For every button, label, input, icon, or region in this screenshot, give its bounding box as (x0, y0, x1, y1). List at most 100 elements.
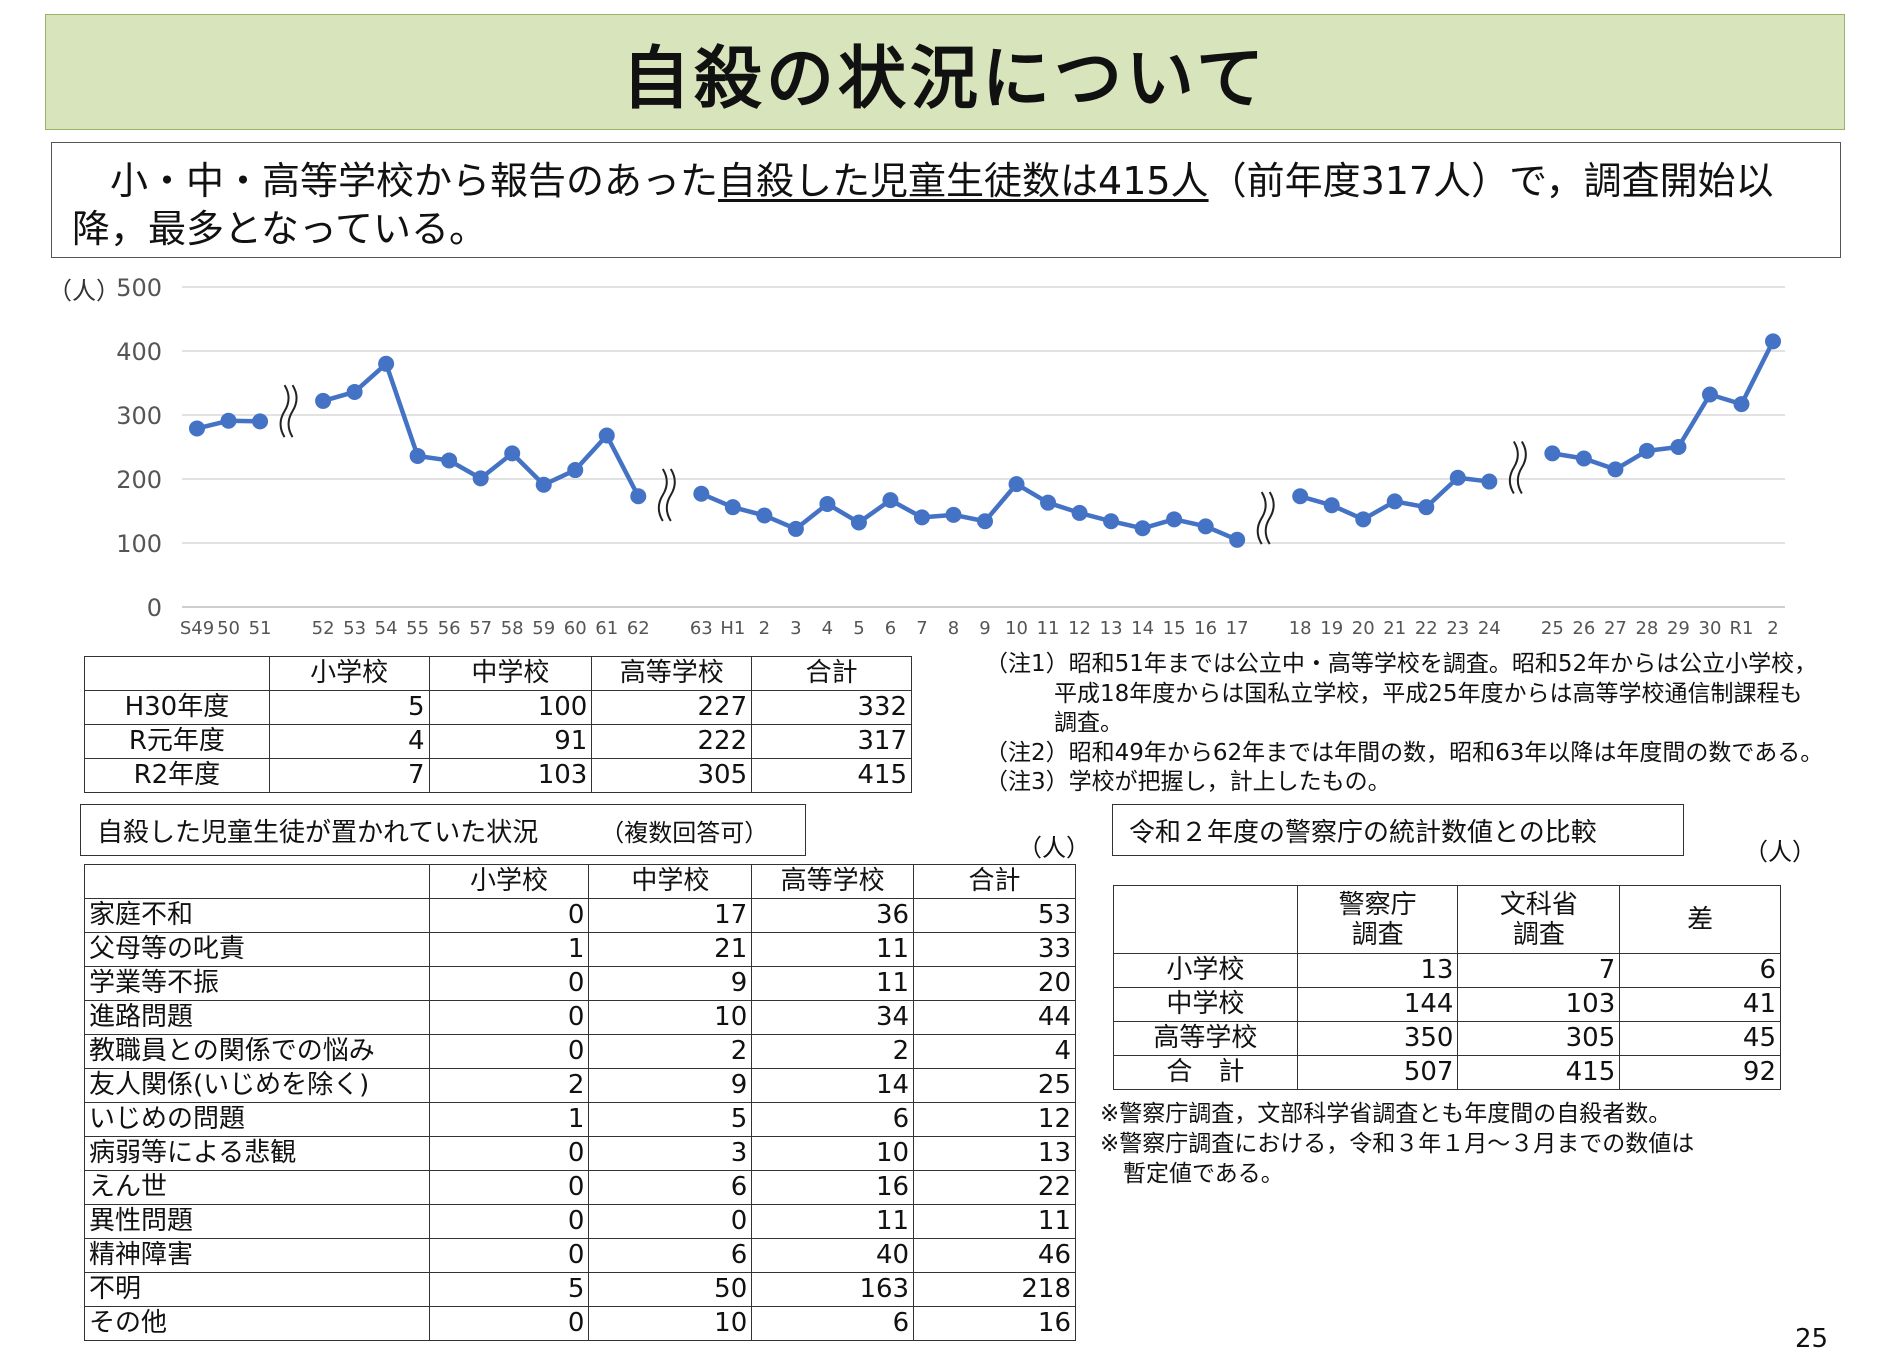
x-tick-label: 55 (406, 618, 429, 639)
table-row: H30年度 5 100 227 332 (84, 690, 912, 725)
table-header-row: 小学校 中学校 高等学校 合計 (84, 656, 912, 691)
data-point (315, 392, 332, 409)
x-tick-label: 27 (1604, 618, 1627, 639)
cell-value: 415 (1457, 1055, 1621, 1090)
table-row: いじめの問題 1 5 6 12 (84, 1102, 1076, 1137)
data-point (945, 506, 962, 523)
cell-value: 21 (588, 932, 753, 967)
data-point (189, 420, 205, 437)
cell-value: 100 (428, 690, 593, 725)
cell-value: 415 (751, 758, 912, 793)
data-point (1197, 518, 1214, 535)
cell-value: 2 (588, 1034, 753, 1069)
cell-value: 11 (751, 966, 915, 1001)
row-label: 高等学校 (1113, 1021, 1298, 1056)
cell-value: 350 (1296, 1021, 1459, 1056)
table-row: 学業等不振 0 9 11 20 (84, 966, 1076, 1001)
data-point (346, 383, 363, 400)
cell-value: 40 (751, 1238, 915, 1273)
x-tick-label: 2 (1767, 618, 1778, 639)
x-tick-label: 16 (1194, 618, 1217, 639)
x-tick-label: 10 (1005, 618, 1028, 639)
cell-value: 17 (588, 898, 753, 933)
data-point (1040, 494, 1057, 511)
x-tick-label: 11 (1037, 618, 1060, 639)
x-tick-label: 62 (627, 618, 650, 639)
cell-value: 12 (913, 1102, 1076, 1137)
title-bar: 自殺の状況について (45, 14, 1845, 130)
cell-value: 218 (913, 1272, 1076, 1307)
cell-value: 20 (913, 966, 1076, 1001)
data-point (850, 514, 867, 531)
column-header: 高等学校 (751, 864, 915, 899)
data-point (819, 495, 836, 512)
y-tick-label: 200 (116, 466, 162, 494)
data-point (1607, 461, 1624, 478)
row-label: R元年度 (84, 724, 270, 759)
page-title: 自殺の状況について (622, 39, 1268, 119)
x-tick-label: 19 (1320, 618, 1343, 639)
cell-value: 45 (1619, 1021, 1781, 1056)
data-point (1008, 476, 1025, 493)
cell-value: 9 (588, 966, 753, 1001)
data-point (1166, 511, 1183, 528)
row-label: 不明 (84, 1272, 430, 1307)
cell-value: 0 (428, 1000, 590, 1035)
cell-value: 16 (751, 1170, 915, 1205)
cell-value: 11 (751, 1204, 915, 1239)
situation-table: 小学校 中学校 高等学校 合計 家庭不和 0 17 36 53 父母等の叱責 1 21 11 33 学業等不… (84, 864, 1076, 1341)
cell-value: 6 (751, 1306, 915, 1341)
x-tick-label: 21 (1383, 618, 1406, 639)
note-line: （注1）昭和51年までは公立中・高等学校を調査。昭和52年からは公立小学校， (985, 651, 1818, 677)
cell-value: 11 (751, 932, 915, 967)
x-tick-label: 14 (1131, 618, 1154, 639)
data-point (756, 507, 773, 524)
row-label: 進路問題 (84, 1000, 430, 1035)
cell-value: 13 (913, 1136, 1076, 1171)
cell-value: 6 (751, 1102, 915, 1137)
data-point (1134, 520, 1151, 537)
cell-value: 16 (913, 1306, 1076, 1341)
column-header: 合計 (913, 864, 1076, 899)
cell-value: 2 (751, 1034, 915, 1069)
x-tick-label: 3 (790, 618, 801, 639)
data-point (1481, 473, 1498, 490)
data-point (787, 520, 804, 537)
cell-value: 10 (751, 1136, 915, 1171)
table-row: その他 0 10 6 16 (84, 1306, 1076, 1341)
x-tick-label: 13 (1100, 618, 1123, 639)
police-table: 警察庁 調査 文科省 調査差小学校 13 7 6 中学校 144 103 41 高等学校 350 305 4… (1113, 885, 1781, 1090)
cell-value: 0 (428, 1170, 590, 1205)
cell-value: 13 (1296, 953, 1459, 988)
cell-value: 103 (1457, 987, 1621, 1022)
y-tick-label: 300 (116, 402, 162, 430)
x-tick-label: 60 (564, 618, 587, 639)
row-label: えん世 (84, 1170, 430, 1205)
note-line: 平成18年度からは国私立学校，平成25年度からは高等学校通信制課程も (985, 680, 1803, 707)
data-point (1638, 442, 1655, 459)
cell-value: 10 (588, 1306, 753, 1341)
data-point (1449, 469, 1466, 486)
data-point (1575, 450, 1592, 467)
cell-value: 1 (428, 932, 590, 967)
situation-label-box: 自殺した児童生徒が置かれていた状況 （複数回答可） (80, 804, 806, 856)
y-axis-unit: （人） (48, 277, 120, 305)
table-row: 進路問題 0 10 34 44 (84, 1000, 1076, 1035)
data-point (1103, 513, 1120, 530)
table-row: 友人関係(いじめを除く) 2 9 14 25 (84, 1068, 1076, 1103)
row-label: 学業等不振 (84, 966, 430, 1001)
cell-value: 10 (588, 1000, 753, 1035)
column-header: 文科省 調査 (1457, 885, 1621, 954)
x-tick-label: 20 (1352, 618, 1375, 639)
x-tick-label: 5 (853, 618, 864, 639)
x-tick-label: 22 (1415, 618, 1438, 639)
x-tick-label: 54 (375, 618, 398, 639)
x-tick-label: 59 (532, 618, 555, 639)
column-header: 中学校 (428, 656, 593, 691)
cell-value: 1 (428, 1102, 590, 1137)
table-row: えん世 0 6 16 22 (84, 1170, 1076, 1205)
cell-value: 3 (588, 1136, 753, 1171)
x-tick-label: 51 (249, 618, 272, 639)
x-tick-label: 2 (759, 618, 770, 639)
x-tick-label: 24 (1478, 618, 1501, 639)
